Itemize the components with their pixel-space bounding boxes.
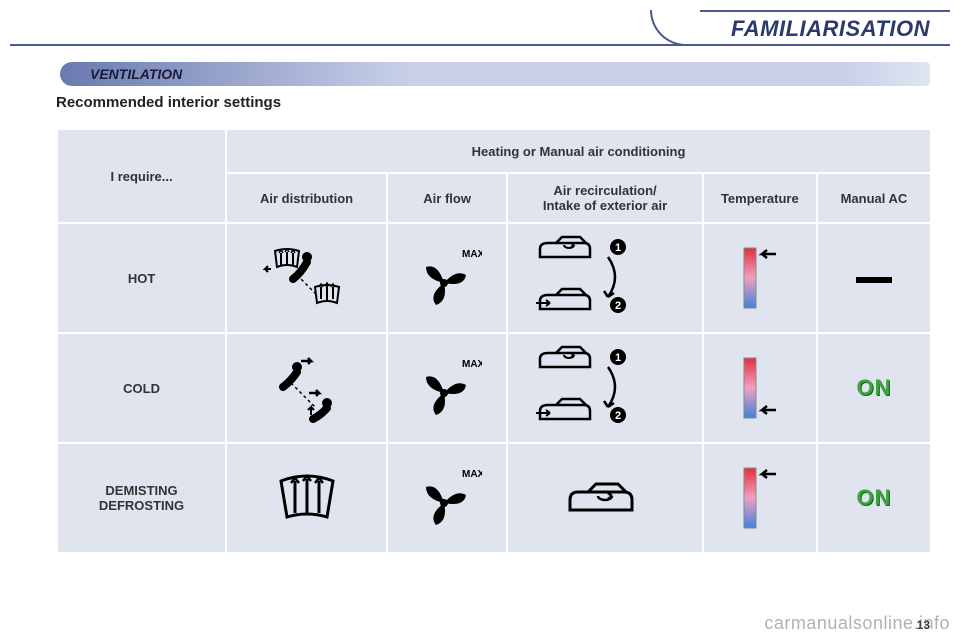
col-air-distribution: Air distribution xyxy=(227,174,386,222)
cell-air-flow: MAX xyxy=(388,224,506,332)
cell-air-distribution xyxy=(227,334,386,442)
temp-cold-icon xyxy=(730,348,790,428)
table-row: DEMISTING DEFROSTING MAX xyxy=(58,444,930,552)
svg-text:2: 2 xyxy=(615,410,621,422)
face-feet-split-icon xyxy=(257,353,357,423)
ac-on-label: ON xyxy=(856,485,891,510)
recirc-only-icon xyxy=(560,478,650,518)
watermark: carmanualsonline.info xyxy=(764,613,950,634)
corner-header: I require... xyxy=(58,130,225,222)
fan-max-icon: MAX xyxy=(412,463,482,533)
page-title: FAMILIARISATION xyxy=(731,16,930,42)
svg-text:MAX: MAX xyxy=(462,469,482,480)
windscreen-feet-split-icon xyxy=(257,243,357,313)
col-air-recirc: Air recirculation/ Intake of exterior ai… xyxy=(508,174,702,222)
header-corner-arc xyxy=(650,10,710,46)
subtitle: Recommended interior settings xyxy=(56,94,281,111)
section-label: VENTILATION xyxy=(90,66,182,82)
cell-air-recirc: 1 2 xyxy=(508,334,702,442)
fan-max-icon: MAX xyxy=(412,243,482,313)
windscreen-icon xyxy=(267,463,347,533)
settings-table: I require... Heating or Manual air condi… xyxy=(56,128,932,554)
col-temperature: Temperature xyxy=(704,174,816,222)
recirc-arrow-icon: 1 2 xyxy=(530,233,680,323)
group-header: Heating or Manual air conditioning xyxy=(227,130,930,172)
recirc-arrow-icon: 1 2 xyxy=(530,343,680,433)
header-rule xyxy=(10,44,950,46)
cell-temperature xyxy=(704,444,816,552)
ac-on-label: ON xyxy=(856,375,891,400)
cell-manual-ac: ON xyxy=(818,444,930,552)
cell-air-flow: MAX xyxy=(388,444,506,552)
svg-text:1: 1 xyxy=(615,242,621,254)
temp-hot-icon xyxy=(730,238,790,318)
svg-text:MAX: MAX xyxy=(462,249,482,260)
cell-air-distribution xyxy=(227,224,386,332)
svg-text:2: 2 xyxy=(615,300,621,312)
ac-off-dash-icon xyxy=(856,277,892,283)
cell-air-distribution xyxy=(227,444,386,552)
cell-air-recirc xyxy=(508,444,702,552)
svg-text:MAX: MAX xyxy=(462,359,482,370)
cell-manual-ac: ON xyxy=(818,334,930,442)
row-label: DEMISTING DEFROSTING xyxy=(58,444,225,552)
col-air-flow: Air flow xyxy=(388,174,506,222)
svg-text:1: 1 xyxy=(615,352,621,364)
cell-air-flow: MAX xyxy=(388,334,506,442)
cell-air-recirc: 1 2 xyxy=(508,224,702,332)
row-label: HOT xyxy=(58,224,225,332)
cell-manual-ac xyxy=(818,224,930,332)
col-manual-ac: Manual AC xyxy=(818,174,930,222)
cell-temperature xyxy=(704,334,816,442)
temp-hot-icon xyxy=(730,458,790,538)
section-bar: VENTILATION xyxy=(60,62,930,86)
table-row: HOT MAX xyxy=(58,224,930,332)
table-row: COLD MAX xyxy=(58,334,930,442)
fan-max-icon: MAX xyxy=(412,353,482,423)
row-label: COLD xyxy=(58,334,225,442)
cell-temperature xyxy=(704,224,816,332)
header-top-rule xyxy=(700,10,950,12)
